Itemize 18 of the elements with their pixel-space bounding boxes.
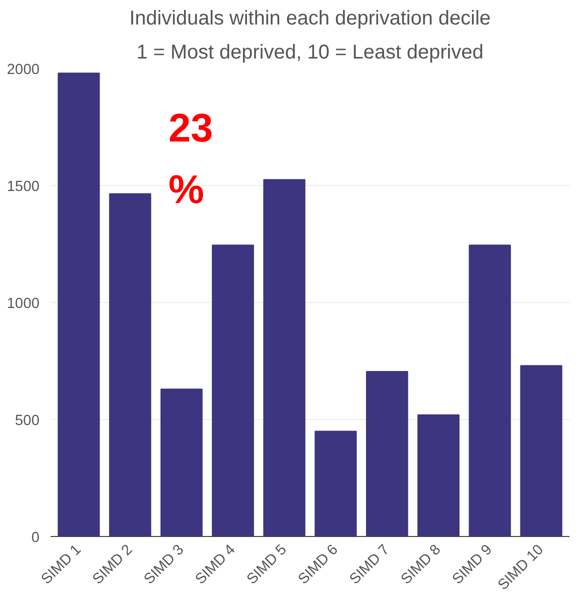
chart-subtitle: 1 = Most deprived, 10 = Least deprived	[136, 42, 484, 64]
bar	[366, 371, 408, 536]
bar	[160, 388, 203, 536]
bar	[520, 365, 562, 536]
y-tick-label: 500	[15, 413, 40, 429]
y-tick-label: 1500	[6, 179, 40, 195]
chart-title: Individuals within each deprivation decile	[129, 8, 491, 30]
y-tick-label: 1000	[6, 296, 40, 312]
bar	[58, 72, 100, 536]
bar	[109, 193, 152, 536]
bar	[263, 179, 306, 536]
y-tick-label: 0	[31, 530, 40, 546]
bar	[212, 244, 254, 536]
bar	[468, 244, 511, 536]
bar	[314, 430, 357, 536]
annotation: 23 %	[168, 106, 213, 212]
y-tick-label: 2000	[6, 62, 40, 78]
bar	[417, 414, 460, 536]
